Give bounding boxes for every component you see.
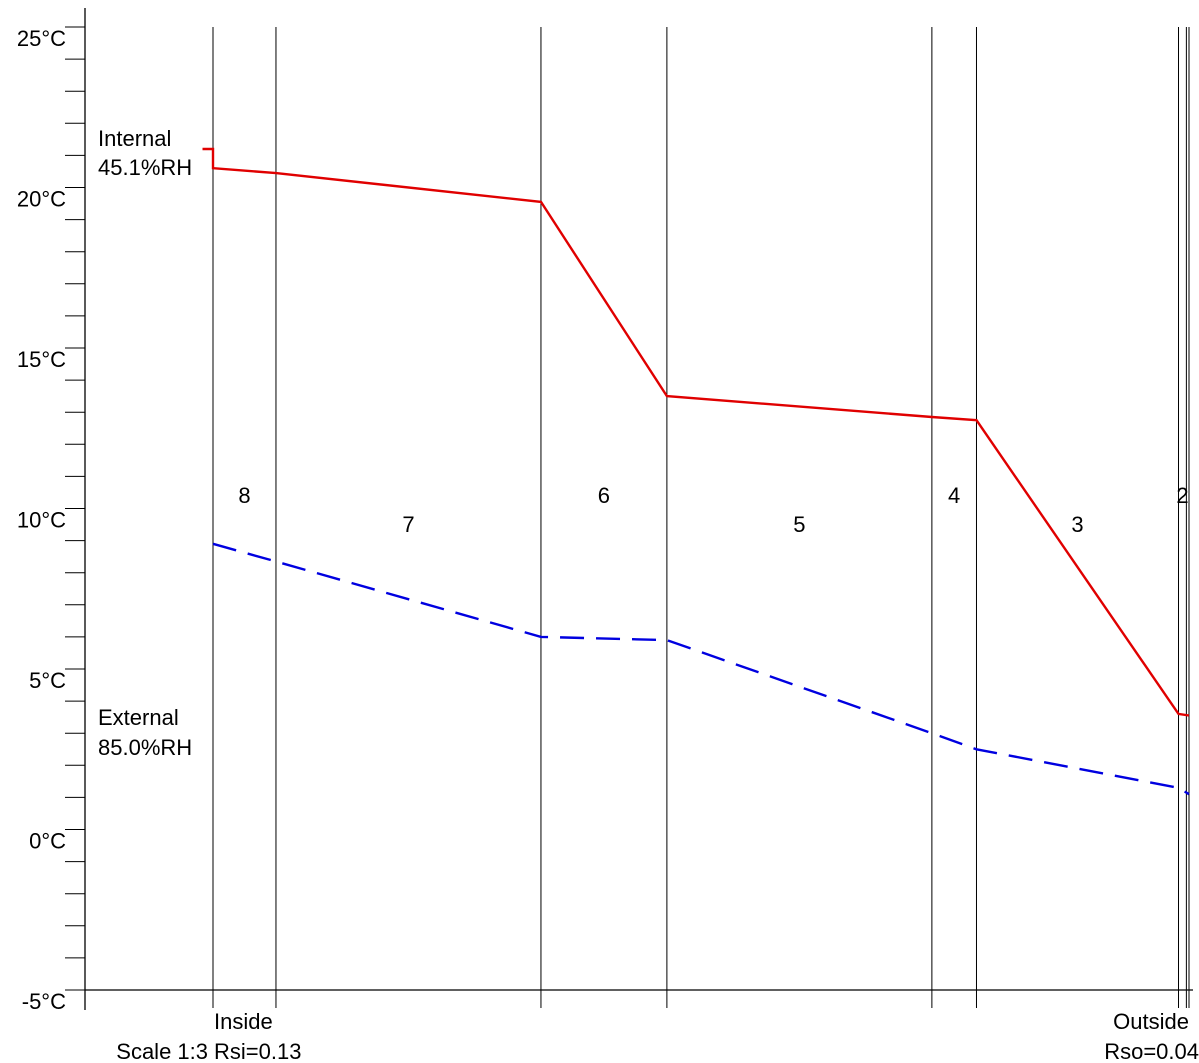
layer-label: 2 bbox=[1176, 483, 1188, 508]
layer-label: 3 bbox=[1071, 512, 1083, 537]
inside-label: Inside bbox=[214, 1009, 273, 1034]
layer-label: 6 bbox=[598, 483, 610, 508]
layer-label: 5 bbox=[793, 512, 805, 537]
internal-rh: 45.1%RH bbox=[98, 155, 192, 180]
dewpoint-line bbox=[212, 542, 1190, 796]
layer-label: 7 bbox=[402, 512, 414, 537]
external-title: External bbox=[98, 705, 179, 730]
y-tick-label: 25°C bbox=[17, 26, 66, 51]
external-rh: 85.0%RH bbox=[98, 735, 192, 760]
y-tick-label: 20°C bbox=[17, 187, 66, 212]
y-axis: 25°C 20°C 15°C 10°C 5°C 0°C -5°C bbox=[17, 8, 1193, 1014]
layer-labels: 8 7 6 5 4 3 2 bbox=[238, 483, 1188, 537]
rso-label: Rso=0.04 bbox=[1104, 1039, 1199, 1063]
internal-title: Internal bbox=[98, 126, 171, 151]
layer-label: 8 bbox=[238, 483, 250, 508]
rsi-label: Rsi=0.13 bbox=[214, 1039, 301, 1063]
y-tick-label: 5°C bbox=[29, 668, 66, 693]
scale-label: Scale 1:3 bbox=[116, 1039, 208, 1063]
temperature-line bbox=[202, 147, 1190, 717]
annotations: Internal 45.1%RH External 85.0%RH Inside… bbox=[98, 126, 1199, 1063]
series-lines bbox=[202, 147, 1190, 796]
layer-label: 4 bbox=[948, 483, 960, 508]
outside-label: Outside bbox=[1113, 1009, 1189, 1034]
y-tick-label: 0°C bbox=[29, 829, 66, 854]
y-tick-label: 10°C bbox=[17, 508, 66, 533]
y-tick-label: 15°C bbox=[17, 347, 66, 372]
layer-boundaries bbox=[212, 27, 1190, 1008]
y-tick-label: -5°C bbox=[22, 989, 66, 1014]
